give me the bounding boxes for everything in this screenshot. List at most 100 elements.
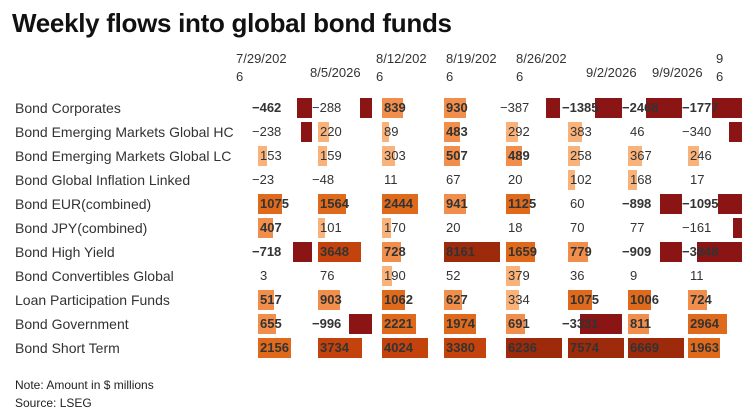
flow-bar <box>318 218 326 238</box>
flow-value: 52 <box>446 268 461 283</box>
flow-value: 1006 <box>630 292 659 307</box>
flow-value: −1385 <box>562 100 599 115</box>
flow-value: −23 <box>252 172 275 187</box>
date-header-line: 9/9/2026 <box>652 65 703 80</box>
date-header-line: 6 <box>516 69 524 84</box>
flow-bar <box>444 242 500 262</box>
flow-bar <box>688 146 700 166</box>
flow-bar <box>292 242 312 262</box>
flow-bar <box>711 98 742 118</box>
flow-bar <box>300 122 312 142</box>
flows-table: Bond Corporates −462 −288 839 930 −387 −1385 −2… <box>0 94 744 366</box>
flow-value: 811 <box>630 316 651 331</box>
flow-value: 334 <box>508 292 530 307</box>
flow-bar <box>258 338 292 358</box>
flow-bar <box>258 194 282 214</box>
flow-value: 4024 <box>384 340 413 355</box>
flow-value: 379 <box>508 268 530 283</box>
flow-bar <box>444 338 486 358</box>
flow-bar <box>506 146 522 166</box>
flow-value: 18 <box>508 220 523 235</box>
flow-value: −161 <box>682 220 712 235</box>
row-label: Bond Government <box>15 316 129 332</box>
row-label: Bond Emerging Markets Global LC <box>15 148 232 164</box>
flow-bar <box>506 338 562 358</box>
flow-value: 1963 <box>690 340 719 355</box>
flow-bar <box>444 314 476 334</box>
flow-bar <box>258 146 267 166</box>
flow-value: 728 <box>384 244 406 259</box>
flow-bar <box>568 122 583 142</box>
flow-value: 70 <box>570 220 585 235</box>
flow-value: 60 <box>570 196 585 211</box>
flow-value: 483 <box>446 124 468 139</box>
flow-bar <box>732 218 742 238</box>
flow-bar <box>688 314 728 334</box>
flow-value: 1659 <box>508 244 537 259</box>
flow-value: 941 <box>446 196 468 211</box>
flow-value: 517 <box>260 292 282 307</box>
flow-value: 691 <box>508 316 530 331</box>
flow-bar <box>349 314 372 334</box>
flow-value: 839 <box>384 100 406 115</box>
flow-value: 724 <box>690 292 712 307</box>
flow-value: 1075 <box>570 292 599 307</box>
flow-value: 2964 <box>690 316 719 331</box>
date-header-line: 8/5/2026 <box>310 65 361 80</box>
flow-value: 383 <box>570 124 592 139</box>
row-label: Bond High Yield <box>15 244 115 260</box>
flow-value: 8161 <box>446 244 475 259</box>
flow-value: 11 <box>690 268 704 283</box>
flow-value: −898 <box>622 196 652 211</box>
flow-value: −1777 <box>682 100 719 115</box>
flow-bar <box>506 290 520 310</box>
flow-bar <box>258 290 275 310</box>
flow-value: −2468 <box>622 100 659 115</box>
footnote: Note: Amount in $ millions Source: LSEG <box>15 376 154 412</box>
flow-value: 367 <box>630 148 652 163</box>
flow-bar <box>506 266 521 286</box>
date-header-line: 6 <box>376 69 384 84</box>
flow-bar <box>718 194 742 214</box>
flow-value: 930 <box>446 100 468 115</box>
flow-bar <box>382 146 395 166</box>
flow-bar <box>444 98 466 118</box>
flow-bar <box>444 194 467 214</box>
date-header-line: 8/12/202 <box>376 51 427 66</box>
flow-value: 20 <box>446 220 461 235</box>
flow-value: 168 <box>630 172 652 187</box>
flow-bar <box>545 98 560 118</box>
flow-value: 1974 <box>446 316 475 331</box>
flow-bar <box>628 170 638 190</box>
note-text: Note: Amount in $ millions <box>15 378 154 392</box>
row-label: Bond Corporates <box>15 100 121 116</box>
flow-bar <box>382 122 389 142</box>
flow-bar <box>506 242 536 262</box>
flow-bar <box>660 194 682 214</box>
flow-value: 3734 <box>320 340 349 355</box>
flow-bar <box>568 242 589 262</box>
flow-value: 46 <box>630 124 645 139</box>
flow-value: −387 <box>500 100 530 115</box>
date-header-2: 8/12/202 6 <box>376 50 427 86</box>
flow-bar <box>382 218 392 238</box>
flow-bar <box>318 122 329 142</box>
flow-value: 407 <box>260 220 282 235</box>
flow-value: −288 <box>312 100 342 115</box>
flow-value: 655 <box>260 316 282 331</box>
flow-value: 190 <box>384 268 406 283</box>
flow-bar <box>506 194 531 214</box>
date-header-line: 8/19/202 <box>446 51 497 66</box>
flow-bar <box>318 290 340 310</box>
flow-bar <box>688 290 708 310</box>
flow-value: 89 <box>384 124 399 139</box>
flow-bar <box>382 314 416 334</box>
flow-value: 77 <box>630 220 645 235</box>
date-header-row: 7/29/202 6 8/5/2026 8/12/202 6 8/19/202 6 8/26/… <box>0 50 744 90</box>
flow-value: 7574 <box>570 340 599 355</box>
flow-bar <box>595 98 622 118</box>
flow-value: 76 <box>320 268 335 283</box>
flow-value: 6236 <box>508 340 537 355</box>
flow-bar <box>697 242 742 262</box>
